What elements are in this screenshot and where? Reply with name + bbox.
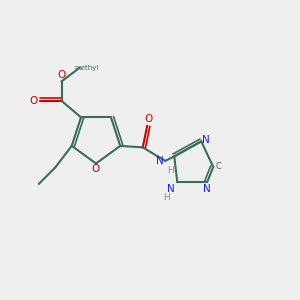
Text: O: O <box>57 70 66 80</box>
Text: O: O <box>145 114 153 124</box>
Text: N: N <box>167 184 175 194</box>
Text: O: O <box>29 96 38 106</box>
Text: C: C <box>216 162 222 171</box>
Text: methyl: methyl <box>75 65 99 71</box>
Text: N: N <box>156 157 164 166</box>
Text: H: H <box>167 166 174 175</box>
Text: N: N <box>202 135 210 145</box>
Text: H: H <box>164 193 170 202</box>
Text: O: O <box>92 164 100 174</box>
Text: N: N <box>203 184 211 194</box>
